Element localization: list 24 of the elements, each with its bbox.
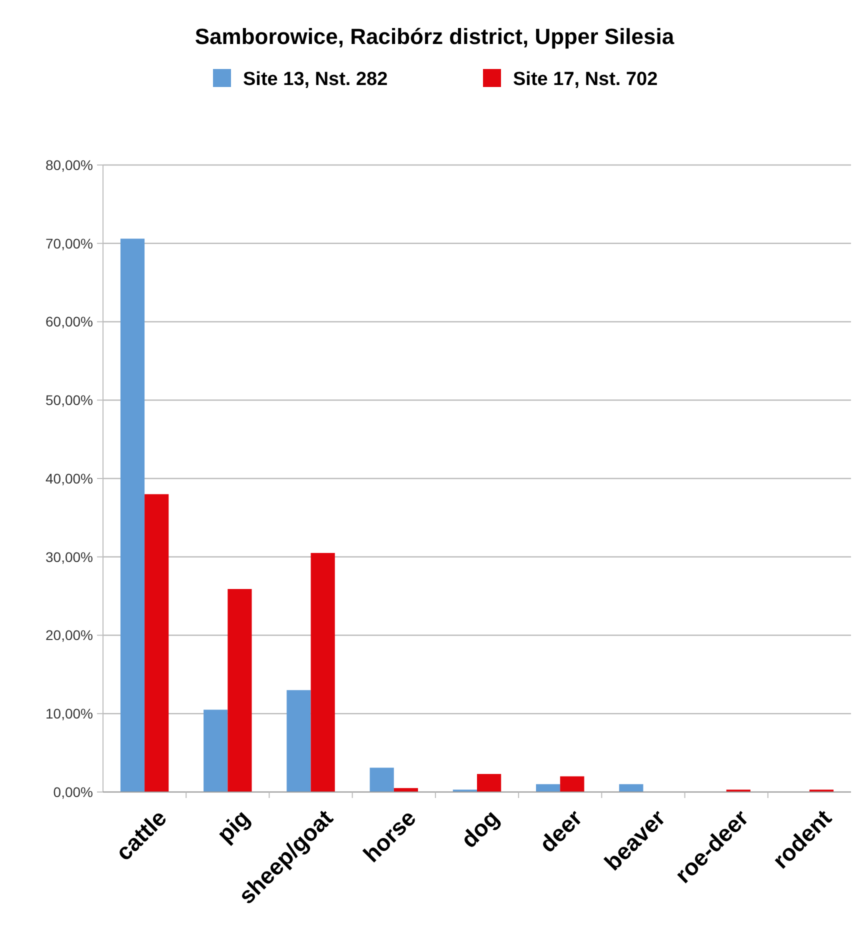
y-tick-label: 80,00% — [46, 156, 93, 173]
bar — [536, 784, 560, 792]
chart-title: Samborowice, Racibórz district, Upper Silesia — [194, 24, 675, 49]
y-tick-label: 20,00% — [46, 627, 93, 644]
bar — [144, 494, 169, 792]
bar — [310, 552, 335, 792]
y-tick-label: 10,00% — [46, 706, 93, 722]
bar — [228, 589, 252, 792]
bar — [120, 238, 145, 792]
bar — [619, 784, 644, 792]
bar — [560, 776, 584, 792]
bar — [204, 710, 228, 792]
x-tick-label: dog — [456, 804, 504, 853]
y-tick-label: 40,00% — [46, 470, 93, 486]
bar — [286, 690, 311, 792]
bar — [477, 774, 502, 792]
y-tick-label: 60,00% — [46, 314, 93, 330]
legend-label: Site 17, Nst. 702 — [513, 69, 658, 90]
y-tick-label: 0,00% — [53, 784, 93, 800]
y-tick-label: 70,00% — [46, 235, 93, 252]
y-tick-label: 50,00% — [46, 392, 93, 408]
y-tick-label: 30,00% — [46, 548, 93, 565]
bar — [370, 768, 394, 792]
legend-label: Site 13, Nst. 282 — [243, 69, 388, 90]
